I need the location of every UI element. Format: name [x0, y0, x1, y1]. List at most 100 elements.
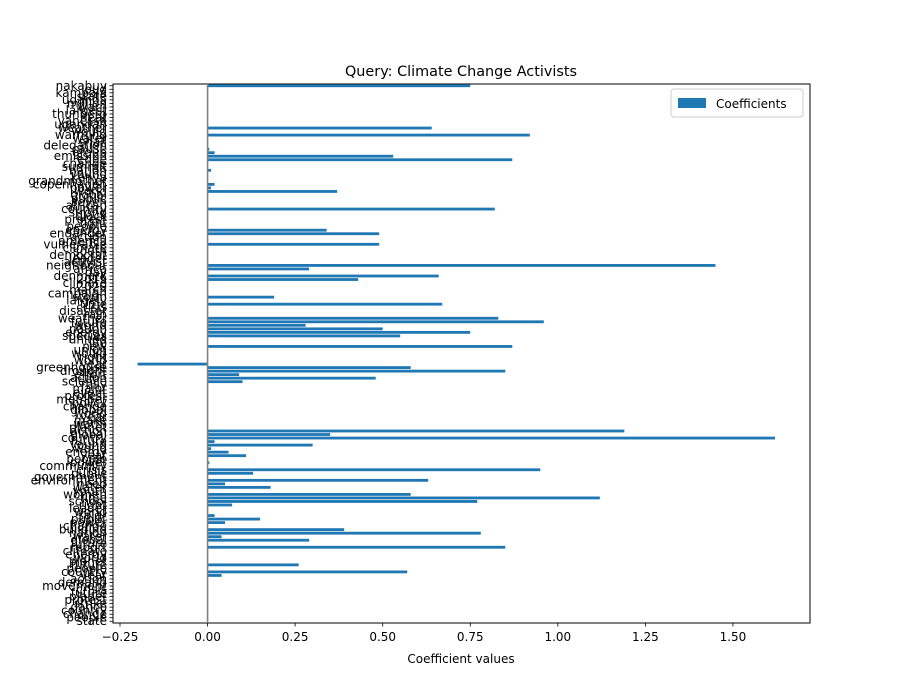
legend-label: Coefficients	[716, 97, 787, 111]
bar-power	[207, 186, 212, 190]
y-tick-label: world	[74, 406, 107, 420]
bar-weather	[207, 316, 499, 320]
y-tick-label: public	[71, 466, 107, 480]
x-tick-label: 0.25	[282, 630, 309, 644]
y-tick-label: south	[73, 244, 107, 258]
chart-title: Query: Climate Change Activists	[345, 64, 577, 80]
y-tick-label: storm	[72, 290, 107, 304]
bar-building	[207, 528, 345, 532]
y-tick-label: planet	[69, 554, 107, 568]
y-tick-label: species	[62, 329, 107, 343]
y-tick-label: make	[74, 413, 107, 427]
bar-crisis	[207, 468, 541, 472]
y-tick-label: delegation	[43, 139, 107, 153]
bar-country	[207, 570, 408, 574]
y-tick-label: activist	[64, 255, 108, 269]
y-tick-label: energy	[65, 445, 107, 459]
y-tick-label: drought	[60, 364, 107, 378]
bar-report	[207, 545, 506, 549]
y-tick-label: million	[67, 96, 107, 110]
y-tick-label: youth	[73, 484, 107, 498]
legend-swatch	[678, 98, 706, 108]
y-tick-label: power	[70, 516, 107, 530]
y-tick-label: climate	[63, 544, 107, 558]
bar-greenhouse	[207, 366, 411, 370]
y-tick-label: weather	[58, 311, 107, 325]
bar-energy	[207, 228, 327, 232]
y-tick-label: black	[75, 209, 107, 223]
y-tick-label: world	[74, 354, 107, 368]
y-tick-label: science	[62, 375, 107, 389]
y-tick-label: strike	[74, 597, 107, 611]
y-tick-label: state	[77, 614, 107, 628]
x-axis-ticks: −0.25 0.00 0.25 0.50 0.75 1.00 1.25 1.50	[102, 623, 746, 644]
y-tick-label: warming	[55, 128, 107, 142]
y-tick-label: warn	[78, 100, 108, 114]
y-tick-label: life	[89, 336, 107, 350]
bar-future	[207, 440, 215, 443]
y-tick-label: country	[61, 431, 107, 445]
y-tick-label: year	[80, 568, 107, 582]
y-tick-label: global	[70, 533, 107, 547]
y-tick-label: democrat	[49, 248, 107, 262]
y-tick-label: event	[73, 385, 107, 399]
y-tick-label: future	[71, 537, 107, 551]
bar-effort	[207, 373, 240, 377]
y-tick-label: school	[69, 494, 107, 508]
y-tick-label: world	[74, 318, 107, 332]
y-tick-label: action	[70, 424, 107, 438]
bar-power	[207, 521, 226, 525]
bar-global	[207, 433, 331, 436]
y-tick-label: action	[70, 572, 107, 586]
y-tick-label: union	[74, 343, 108, 357]
y-tick-label: water	[73, 480, 107, 494]
y-tick-label: largest	[66, 103, 108, 117]
x-tick-label: 1.00	[544, 630, 571, 644]
y-tick-label: time	[80, 491, 107, 505]
plot-area	[112, 83, 811, 624]
y-tick-label: energy	[65, 547, 107, 561]
bar-global	[207, 538, 310, 542]
bar-endanger	[207, 232, 380, 236]
y-tick-label: action	[70, 230, 107, 244]
y-tick-label: climate	[63, 241, 107, 255]
y-tick-label: country	[61, 604, 107, 618]
y-tick-label: planet	[69, 420, 107, 434]
y-tick-label: disaster	[59, 304, 107, 318]
y-tick-label: women	[63, 487, 107, 501]
y-tick-label: people	[66, 611, 107, 625]
y-tick-label: young	[70, 167, 107, 181]
bar-2019	[207, 278, 359, 281]
y-tick-label: people	[66, 452, 107, 466]
y-tick-label: need	[77, 477, 107, 491]
y-tick-label: time	[80, 297, 107, 311]
x-tick-label: 0.00	[194, 630, 221, 644]
y-tick-label: demand	[58, 575, 107, 589]
legend-frame	[670, 88, 804, 118]
bar-world	[207, 447, 212, 451]
y-tick-label: rally	[81, 378, 107, 392]
bar-new	[207, 345, 513, 348]
y-tick-label: shall	[79, 135, 107, 149]
y-tick-label: nation	[69, 322, 107, 336]
bar-time	[207, 302, 443, 306]
y-tick-label: change	[63, 519, 107, 533]
y-tick-label: effort	[74, 368, 107, 382]
y-tick-label: kampala	[56, 86, 107, 100]
y-tick-label: seven	[71, 195, 107, 209]
y-tick-label: march	[69, 283, 107, 297]
y-tick-label: planet	[69, 590, 107, 604]
y-tick-label: solar	[78, 509, 107, 523]
y-tick-label: right	[79, 498, 107, 512]
bar-vulnerable	[207, 242, 380, 246]
bar-action	[207, 376, 376, 380]
y-tick-label: energy	[65, 325, 107, 339]
bar-warming	[207, 133, 530, 137]
y-tick-label: leader	[69, 502, 107, 516]
y-tick-label: water	[73, 132, 107, 146]
y-tick-label: rain	[84, 308, 107, 322]
bar-water	[207, 535, 222, 539]
y-tick-label: group	[72, 146, 107, 160]
y-tick-label: greenhouse	[36, 361, 107, 375]
y-tick-label: endanger	[50, 227, 108, 241]
